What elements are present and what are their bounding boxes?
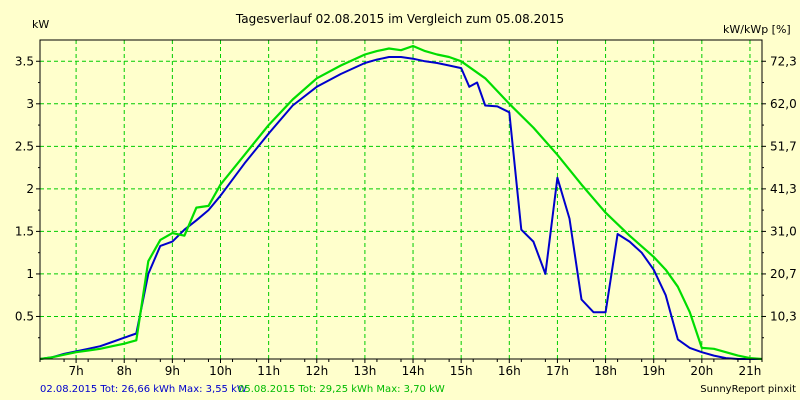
- x-tick-label: 19h: [642, 364, 665, 378]
- y2-axis-label: kW/kWp [%]: [723, 23, 791, 36]
- y-tick-label: 3.5: [15, 54, 34, 68]
- axis-layer: 7h 8h 9h 10h 11h 12h 13h 14h 15h 16h 17h 18h 19h 20h 2…: [15, 54, 797, 378]
- footer-left-series-1: 02.08.2015 Tot: 26,66 kWh Max: 3,55 kW: [40, 384, 247, 395]
- x-tick-label: 15h: [450, 364, 473, 378]
- footer-right: SunnyReport pinxit: [700, 384, 796, 395]
- x-tick-label: 7h: [68, 364, 83, 378]
- x-tick-label: 9h: [165, 364, 180, 378]
- y2-tick-label: 31,0: [770, 224, 797, 238]
- x-tick-label: 18h: [594, 364, 617, 378]
- y-axis-label: kW: [32, 18, 49, 31]
- series-line-2: [39, 44, 763, 361]
- x-tick-label: 13h: [353, 364, 376, 378]
- y-tick-label: 2.5: [15, 139, 34, 153]
- grid-layer: [40, 40, 762, 359]
- x-tick-label: 16h: [498, 364, 521, 378]
- y2-tick-label: 62,0: [770, 97, 797, 111]
- x-tick-label: 10h: [209, 364, 232, 378]
- series-line-1: [39, 56, 762, 360]
- x-tick-label: 21h: [739, 364, 762, 378]
- footer-left-series-2: 05.08.2015 Tot: 29,25 kWh Max: 3,70 kW: [238, 384, 445, 395]
- x-tick-label: 14h: [402, 364, 425, 378]
- y-tick-label: 2: [26, 182, 34, 196]
- y-tick-label: 3: [26, 97, 34, 111]
- x-tick-label: 12h: [305, 364, 328, 378]
- y2-tick-label: 10,3: [770, 309, 797, 323]
- y-tick-label: 1: [26, 267, 34, 281]
- series-layer: [39, 44, 763, 361]
- x-tick-label: 20h: [690, 364, 713, 378]
- y2-tick-label: 72,3: [770, 54, 797, 68]
- y-tick-label: 0.5: [15, 309, 34, 323]
- y-tick-label: 1.5: [15, 224, 34, 238]
- chart-title: Tagesverlauf 02.08.2015 im Vergleich zum…: [235, 12, 564, 26]
- y2-tick-label: 20,7: [770, 267, 797, 281]
- y2-tick-label: 41,3: [770, 182, 797, 196]
- x-tick-label: 17h: [546, 364, 569, 378]
- x-tick-label: 8h: [117, 364, 132, 378]
- y2-tick-label: 51,7: [770, 139, 797, 153]
- x-tick-label: 11h: [257, 364, 280, 378]
